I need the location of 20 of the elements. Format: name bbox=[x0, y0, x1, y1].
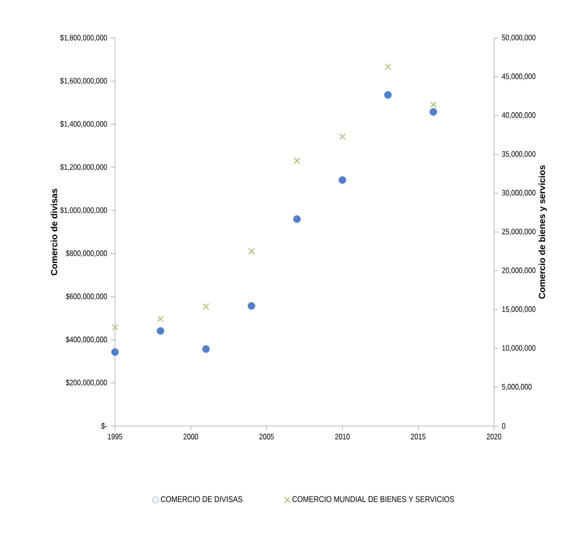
y-axis-title: Comercio de divisas bbox=[50, 188, 58, 276]
point bbox=[384, 91, 392, 99]
point bbox=[157, 316, 164, 322]
point bbox=[248, 302, 256, 310]
point bbox=[430, 102, 437, 108]
point bbox=[111, 348, 119, 356]
point bbox=[202, 345, 210, 353]
point bbox=[156, 327, 164, 335]
point bbox=[338, 176, 346, 184]
legend-label: COMERCIO MUNDIAL DE BIENES Y SERVICIOS bbox=[292, 496, 454, 502]
legend-label: COMERCIO DE DIVISAS bbox=[160, 496, 242, 502]
point bbox=[430, 108, 438, 116]
y2-axis-title: Comercio de bienes y servicios bbox=[538, 165, 547, 299]
point bbox=[293, 215, 301, 223]
point bbox=[112, 324, 118, 331]
point bbox=[202, 303, 210, 310]
point bbox=[248, 248, 255, 255]
point bbox=[294, 157, 300, 164]
point bbox=[384, 63, 392, 70]
point bbox=[339, 133, 346, 140]
